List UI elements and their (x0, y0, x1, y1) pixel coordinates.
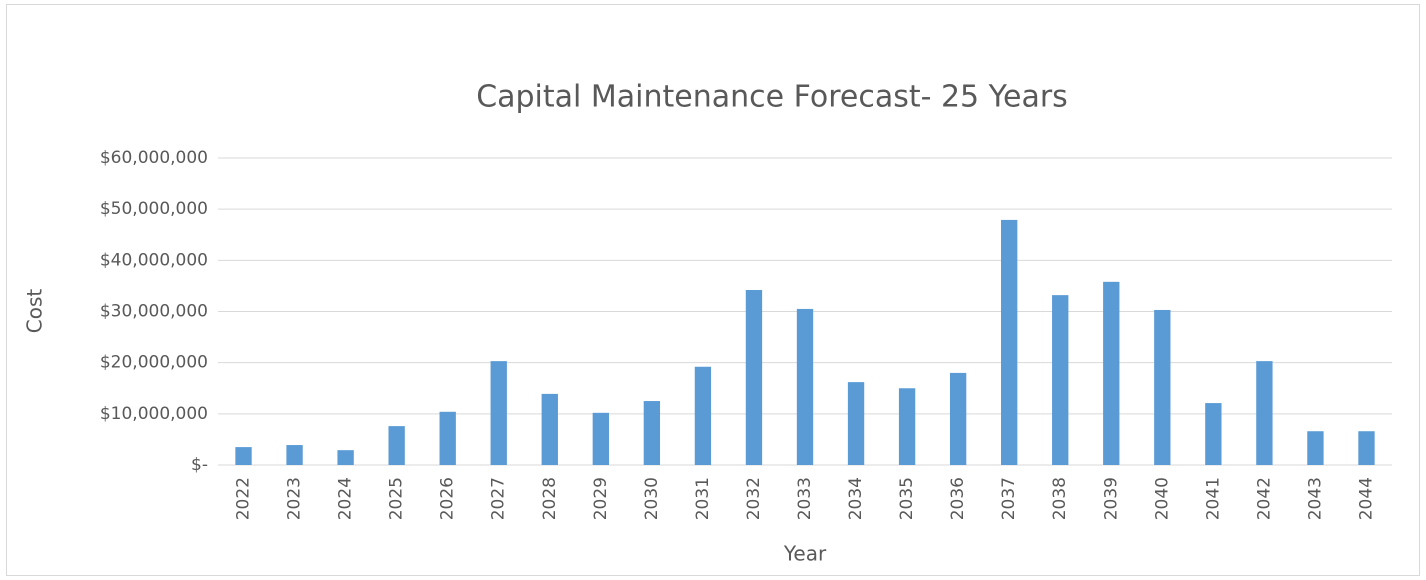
bar (1103, 281, 1120, 465)
bar (388, 426, 405, 465)
x-tick-label: 2038 (1050, 477, 1070, 520)
bar (898, 388, 916, 465)
y-tick-label: $30,000,000 (100, 302, 208, 322)
x-tick-label: 2034 (846, 477, 866, 520)
y-tick-label: $50,000,000 (100, 199, 208, 219)
x-tick-label: 2027 (489, 477, 509, 520)
x-tick-label: 2024 (336, 477, 356, 520)
x-tick-label: 2041 (1203, 477, 1223, 520)
bar (694, 366, 712, 465)
bar (847, 382, 865, 465)
chart-title: Capital Maintenance Forecast- 25 Years (476, 80, 1068, 115)
bar (439, 411, 456, 465)
bar (1205, 403, 1222, 465)
bar (1154, 309, 1171, 465)
x-tick-label: 2044 (1356, 477, 1376, 520)
x-tick-label: 2042 (1254, 477, 1274, 520)
bar (1256, 361, 1273, 465)
y-tick-label: $60,000,000 (100, 148, 208, 168)
x-tick-label: 2031 (693, 477, 713, 520)
bar (1052, 295, 1069, 465)
chart-border (6, 4, 1420, 576)
bar (337, 450, 354, 465)
y-tick-label: $- (191, 455, 208, 475)
x-tick-label: 2037 (999, 477, 1019, 520)
x-tick-label: 2036 (948, 477, 968, 520)
x-axis-label: Year (783, 542, 827, 566)
y-tick-label: $20,000,000 (100, 353, 208, 373)
x-tick-label: 2032 (744, 477, 764, 520)
x-tick-label: 2022 (234, 477, 254, 520)
bar (745, 290, 763, 465)
bar (643, 401, 661, 465)
bar (1358, 431, 1375, 465)
bar (235, 447, 252, 465)
bar (1307, 431, 1324, 465)
bar (1001, 219, 1018, 465)
x-tick-label: 2023 (285, 477, 305, 520)
x-tick-label: 2030 (642, 477, 662, 520)
bar (949, 372, 967, 465)
y-tick-label: $10,000,000 (100, 404, 208, 424)
x-tick-label: 2028 (540, 477, 560, 520)
x-tick-label: 2026 (438, 477, 458, 520)
x-tick-label: 2033 (795, 477, 815, 520)
bar (592, 412, 609, 465)
x-tick-label: 2043 (1305, 477, 1325, 520)
y-tick-label: $40,000,000 (100, 250, 208, 270)
bar (796, 308, 814, 465)
bar (490, 361, 507, 465)
x-tick-label: 2029 (591, 477, 611, 520)
bar (541, 393, 558, 465)
y-axis-label: Cost (23, 289, 47, 334)
x-tick-label: 2035 (897, 477, 917, 520)
x-tick-label: 2039 (1101, 477, 1121, 520)
x-tick-label: 2025 (387, 477, 407, 520)
bar (286, 445, 303, 465)
x-tick-label: 2040 (1152, 477, 1172, 520)
